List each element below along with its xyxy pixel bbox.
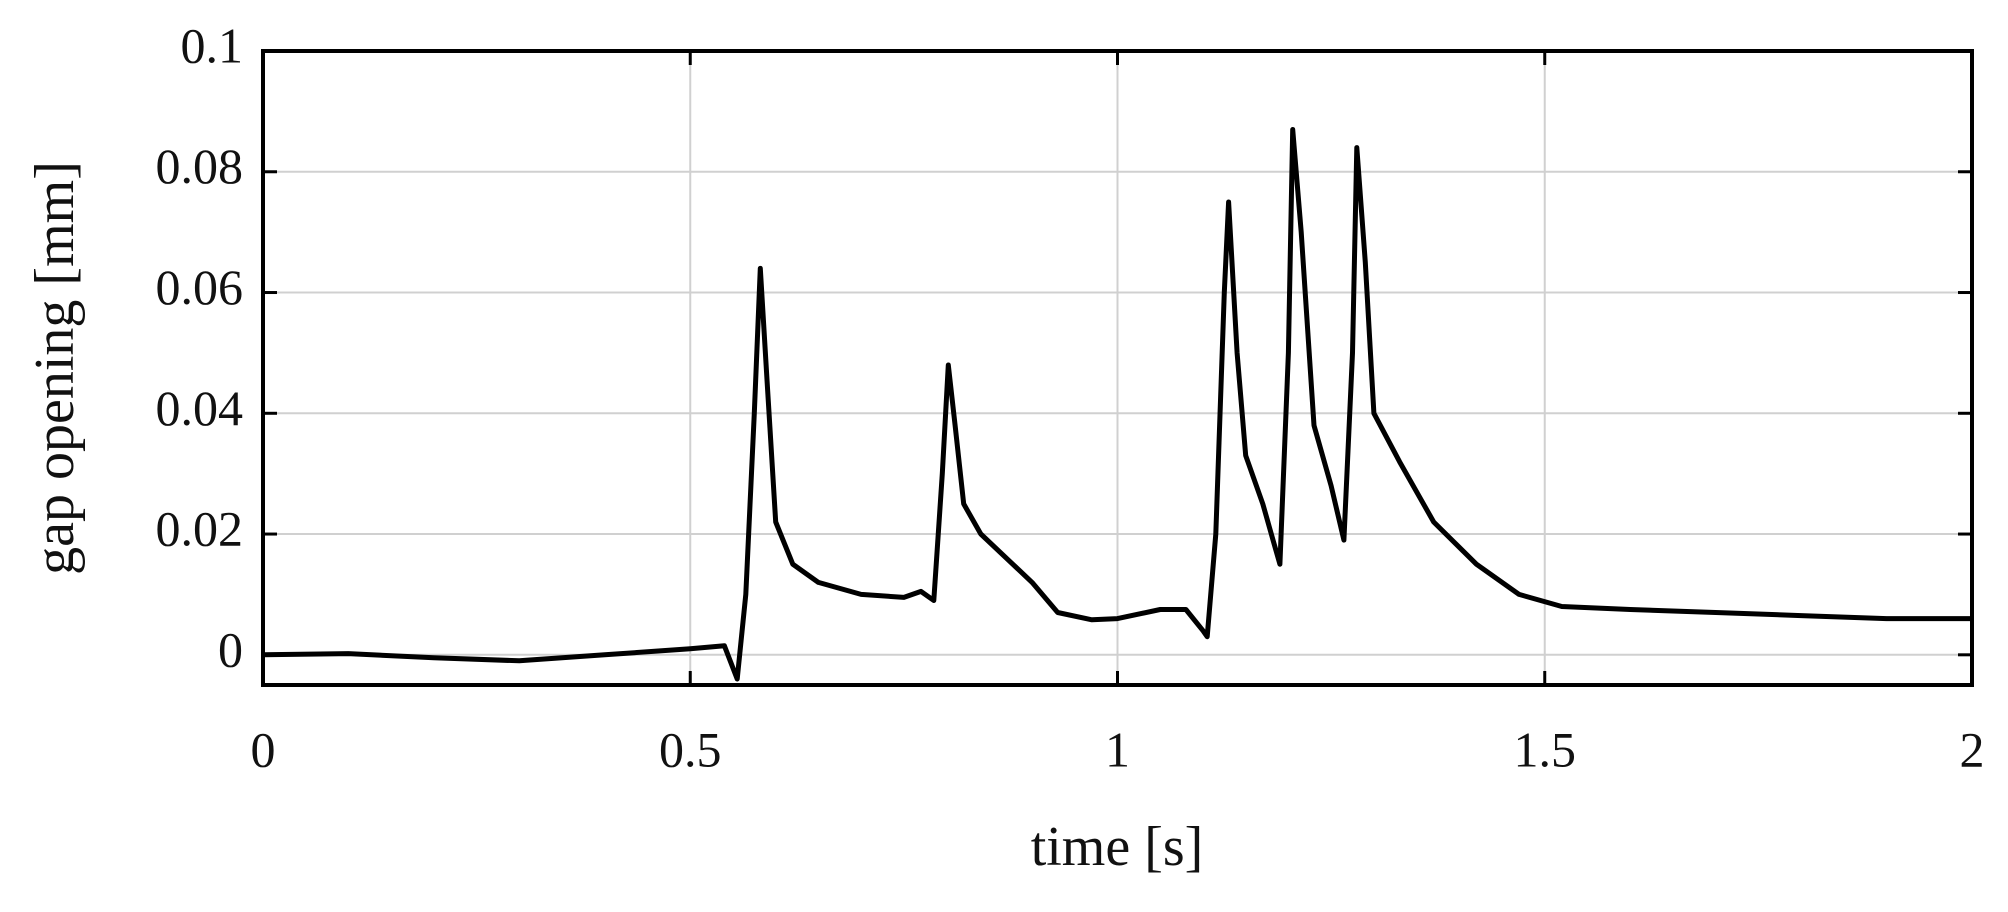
x-tick-label: 1 — [1105, 721, 1130, 777]
x-tick-label: 0.5 — [659, 721, 722, 777]
x-tick-label: 0 — [251, 721, 276, 777]
plot-frame — [261, 49, 1974, 687]
y-tick-label: 0 — [218, 621, 243, 677]
x-tick-label: 2 — [1960, 721, 1985, 777]
x-axis-label: time [s] — [1031, 816, 1204, 878]
y-tick-label: 0.08 — [156, 138, 244, 194]
y-tick-label: 0.04 — [156, 380, 244, 436]
y-tick-label: 0.06 — [156, 259, 244, 315]
y-tick-label: 0.02 — [156, 501, 244, 557]
data-line — [262, 127, 1972, 682]
y-tick-label: 0.1 — [181, 17, 244, 73]
x-tick-label: 1.5 — [1514, 721, 1577, 777]
y-axis-label: gap opening [mm] — [24, 161, 86, 575]
